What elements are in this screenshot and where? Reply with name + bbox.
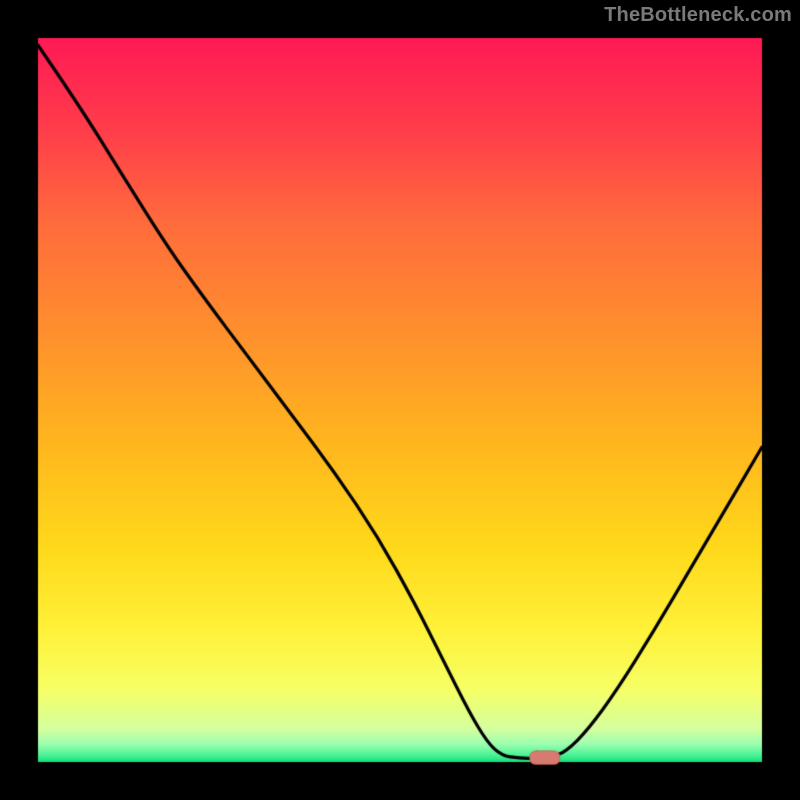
bottleneck-curve-chart [0,0,800,800]
chart-container: TheBottleneck.com [0,0,800,800]
watermark-label: TheBottleneck.com [604,4,792,27]
